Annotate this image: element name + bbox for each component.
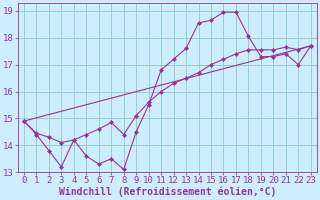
X-axis label: Windchill (Refroidissement éolien,°C): Windchill (Refroidissement éolien,°C) xyxy=(59,187,276,197)
